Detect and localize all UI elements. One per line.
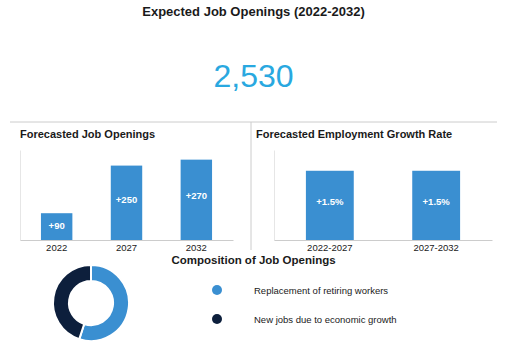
bar: [412, 171, 460, 240]
data-label: +90: [49, 220, 65, 231]
section-title: Forecasted Employment Growth Rate: [256, 128, 452, 140]
section-title: Forecasted Job Openings: [20, 128, 155, 140]
bars: [306, 171, 460, 240]
legend-item: New jobs due to economic growth: [212, 314, 397, 325]
title: Expected Job Openings (2022-2032): [142, 4, 365, 19]
x-tick: 2022-2027: [307, 240, 352, 253]
donut: [53, 265, 129, 341]
bar: [306, 171, 354, 240]
y-axis: [20, 151, 21, 241]
x-tick-label: 2022-2027: [307, 242, 352, 253]
divider: [10, 122, 497, 123]
bar-chart: +90 +250 +270 2022 2027 2032: [21, 151, 234, 253]
data-label: +1.5%: [316, 196, 344, 207]
legend-label: New jobs due to economic growth: [254, 314, 397, 325]
data-label: +270: [186, 190, 207, 201]
bar: [41, 213, 72, 240]
data-labels: +90 +250 +270: [49, 190, 207, 230]
bars: [41, 160, 212, 240]
x-tick-label: 2027-2032: [413, 242, 458, 253]
chart: Expected Job Openings (2022-2032) 2,530 Fo…: [0, 0, 507, 345]
x-axis: 2022 2027 2032: [21, 240, 234, 253]
x-tick: 2027-2032: [413, 240, 458, 253]
legend-label: Replacement of retiring workers: [254, 285, 388, 296]
x-tick: 2022: [46, 240, 67, 253]
y-axis-line: [274, 151, 275, 241]
data-label: +250: [116, 194, 137, 205]
x-tick-label: 2027: [116, 242, 137, 253]
y-axis: [274, 151, 275, 241]
legend-swatch: [212, 314, 222, 324]
bar: [111, 166, 142, 240]
x-tick: 2032: [186, 240, 207, 253]
y-axis-line: [20, 151, 21, 241]
slice: [53, 265, 91, 339]
donut-title: Composition of Job Openings: [171, 254, 335, 266]
legend-item: Replacement of retiring workers: [212, 285, 388, 296]
x-tick-label: 2022: [46, 242, 67, 253]
x-axis: 2022-2027 2027-2032: [275, 240, 493, 253]
data-labels: +1.5% +1.5%: [316, 196, 450, 207]
x-tick-label: 2032: [186, 242, 207, 253]
legend: Replacement of retiring workers New jobs …: [212, 285, 397, 325]
x-tick: 2027: [116, 240, 137, 253]
big-number: 2,530: [213, 58, 293, 94]
bar-chart: +1.5% +1.5% 2022-2027 2027-2032: [275, 151, 493, 253]
data-label: +1.5%: [423, 196, 451, 207]
legend-swatch: [212, 285, 222, 295]
bar: [181, 160, 212, 240]
divider: [251, 122, 252, 250]
